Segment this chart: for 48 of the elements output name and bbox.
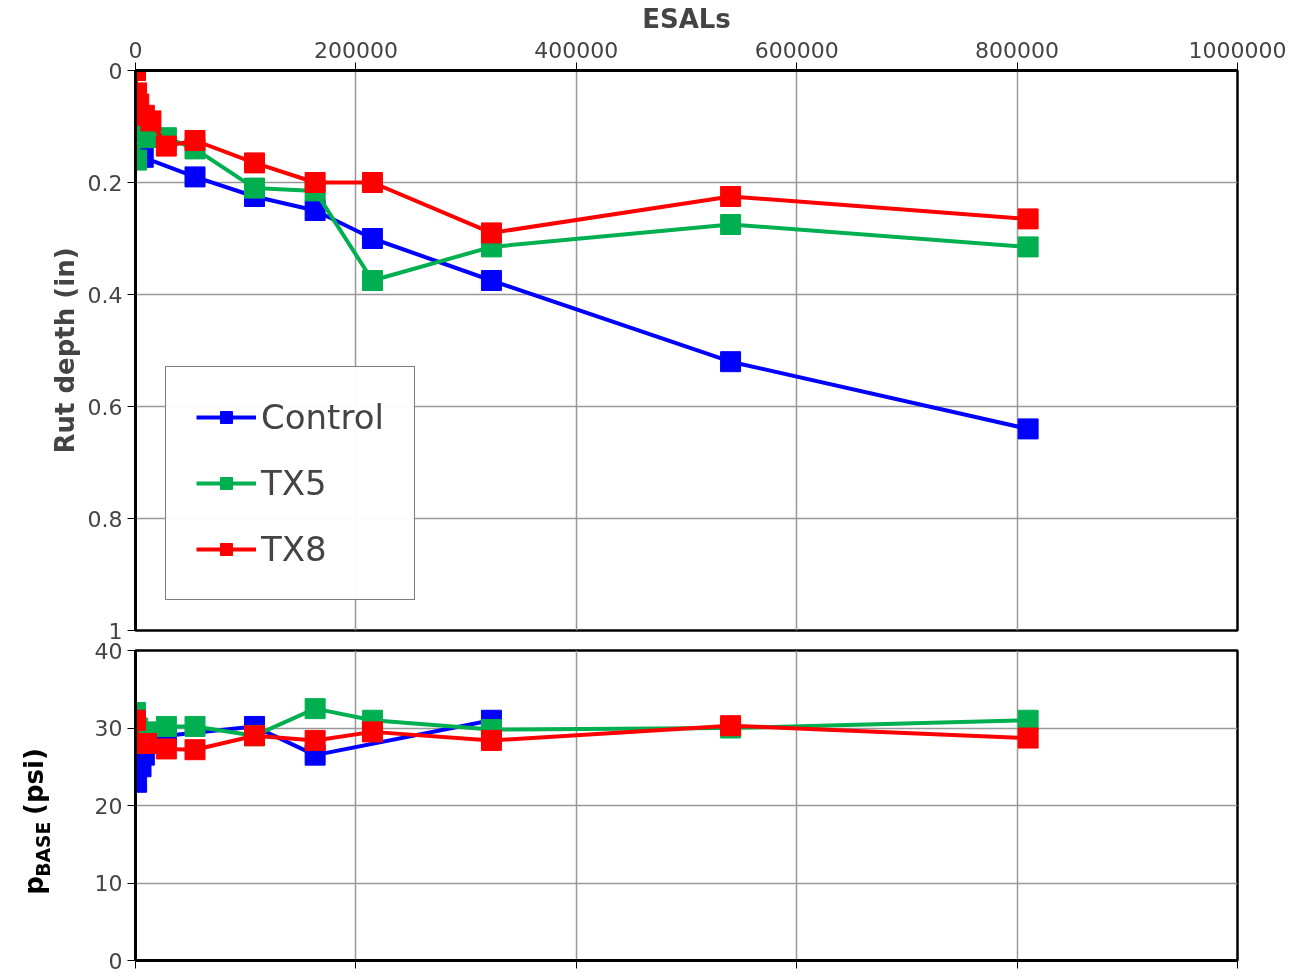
x-tick-label: 800000 (975, 37, 1060, 63)
point (304, 172, 326, 193)
y-axis-title: Rut depth (in) (49, 247, 80, 454)
y-tick-label: 0.2 (87, 170, 123, 196)
point (1017, 418, 1039, 440)
point (155, 715, 177, 737)
point (361, 172, 383, 193)
point (304, 698, 326, 720)
y-tick-label: 0 (108, 948, 123, 974)
point (155, 738, 177, 760)
y-tick-label: 0.6 (87, 394, 123, 420)
point (361, 721, 383, 743)
y-axis-title: pBASE (psi) (18, 748, 54, 895)
point (361, 270, 383, 291)
point (184, 715, 206, 737)
point (361, 228, 383, 249)
x-tick-label: 400000 (534, 37, 619, 63)
point (244, 152, 266, 174)
point (184, 130, 206, 151)
legend-label: TX5 (261, 463, 327, 503)
x-axis-title: ESALs (642, 3, 731, 34)
point (480, 222, 502, 244)
x-tick-label: 0 (128, 37, 143, 63)
point (244, 177, 266, 199)
y-tick-label: 0.8 (87, 506, 123, 532)
point (184, 739, 206, 761)
point (184, 166, 206, 188)
y-tick-label: 0 (108, 58, 123, 84)
y-tick-label: 10 (94, 871, 123, 896)
point (304, 729, 326, 751)
point (140, 110, 162, 132)
x-tick-label: 1000000 (1188, 37, 1287, 63)
x-tick-label: 200000 (313, 37, 398, 63)
y-tick-label: 0.4 (87, 282, 123, 308)
point (480, 270, 502, 291)
point (720, 186, 742, 207)
x-tick-label: 600000 (754, 37, 839, 63)
y-tick-label: 20 (94, 793, 123, 819)
point (155, 135, 177, 157)
legend-label: TX8 (261, 529, 327, 569)
point (720, 214, 742, 235)
point (1017, 236, 1039, 258)
point (1017, 208, 1039, 230)
y-tick-label: 30 (94, 716, 123, 741)
legend-label: Control (261, 397, 384, 437)
point (720, 351, 742, 373)
point (1017, 727, 1039, 749)
point (480, 729, 502, 751)
